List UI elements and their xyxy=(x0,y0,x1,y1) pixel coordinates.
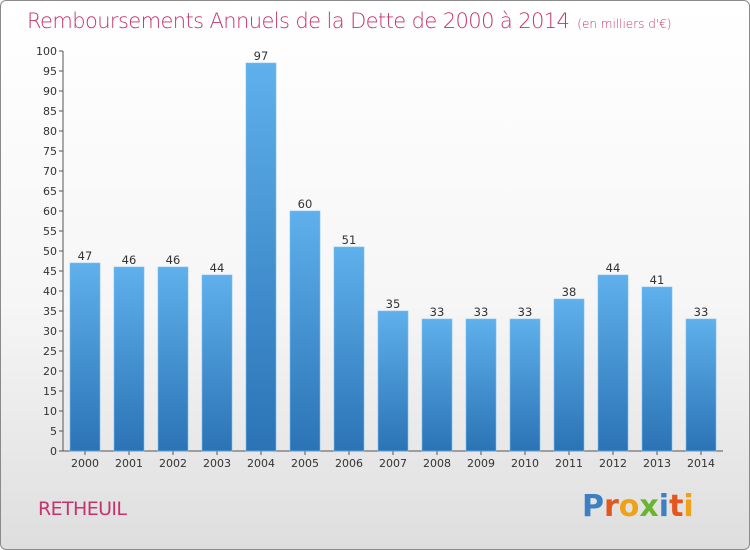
chart-subtitle: (en milliers d'€) xyxy=(577,17,672,31)
y-tick-label: 60 xyxy=(43,205,57,218)
x-tick-label-2010: 2010 xyxy=(511,457,539,470)
logo-letter: r xyxy=(604,489,619,524)
y-tick-label: 75 xyxy=(43,145,57,158)
data-label-2009: 33 xyxy=(474,305,489,319)
chart-axes: 0 5 10 15 20 25 30 35 40 45 50 55 60 65 70 75 80 85 90 95 10… xyxy=(36,45,723,470)
proxiti-logo: Proxiti xyxy=(582,489,694,524)
y-tick-label: 35 xyxy=(43,305,57,318)
x-tick-label-2012: 2012 xyxy=(599,457,627,470)
data-label-2010: 33 xyxy=(518,305,533,319)
y-tick-label: 55 xyxy=(43,225,57,238)
bar-2014 xyxy=(685,318,717,452)
x-tick-label-2005: 2005 xyxy=(291,457,319,470)
y-tick-label: 70 xyxy=(43,165,57,178)
bar-2011 xyxy=(553,298,585,452)
chart-bars xyxy=(69,62,717,452)
x-tick-label-2007: 2007 xyxy=(379,457,407,470)
data-label-2013: 41 xyxy=(650,273,665,287)
logo-letter: P xyxy=(582,489,604,524)
data-label-2014: 33 xyxy=(694,305,709,319)
y-tick-label: 50 xyxy=(43,245,57,258)
data-label-2000: 47 xyxy=(78,249,93,263)
data-label-2007: 35 xyxy=(386,297,401,311)
y-tick-label: 85 xyxy=(43,105,57,118)
y-tick-label: 15 xyxy=(43,385,57,398)
x-tick-label-2006: 2006 xyxy=(335,457,363,470)
bar-2002 xyxy=(157,266,189,452)
bar-2004 xyxy=(245,62,277,452)
data-label-2011: 38 xyxy=(562,285,577,299)
chart-data-labels: 47 46 46 44 97 60 51 35 33 33 33 38 44 41 33 xyxy=(78,49,709,319)
logo-letter: t xyxy=(669,489,684,524)
bar-2007 xyxy=(377,310,409,452)
y-tick-label: 100 xyxy=(36,45,57,58)
logo-letter: o xyxy=(618,489,640,524)
y-tick-label: 30 xyxy=(43,325,57,338)
x-tick-label-2013: 2013 xyxy=(643,457,671,470)
y-tick-label: 95 xyxy=(43,65,57,78)
logo-letter: i xyxy=(683,489,694,524)
y-tick-label: 90 xyxy=(43,85,57,98)
x-tick-label-2001: 2001 xyxy=(115,457,143,470)
bar-2000 xyxy=(69,262,101,452)
x-tick-label-2008: 2008 xyxy=(423,457,451,470)
city-name: RETHEUIL xyxy=(38,498,127,520)
chart-title: Remboursements Annuels de la Dette de 20… xyxy=(27,9,671,33)
data-label-2001: 46 xyxy=(122,253,137,267)
bar-2003 xyxy=(201,274,233,452)
data-label-2012: 44 xyxy=(606,261,621,275)
y-tick-label: 20 xyxy=(43,365,57,378)
logo-letter: i xyxy=(658,489,670,524)
y-tick-label: 25 xyxy=(43,345,57,358)
data-label-2006: 51 xyxy=(342,233,357,247)
logo-letter: x xyxy=(639,489,659,524)
data-label-2004: 97 xyxy=(254,49,269,63)
data-label-2003: 44 xyxy=(210,261,225,275)
bar-2008 xyxy=(421,318,453,452)
bar-2012 xyxy=(597,274,629,452)
x-tick-label-2014: 2014 xyxy=(687,457,715,470)
y-tick-label: 80 xyxy=(43,125,57,138)
data-label-2005: 60 xyxy=(298,197,313,211)
x-tick-label-2009: 2009 xyxy=(467,457,495,470)
bar-2009 xyxy=(465,318,497,452)
bar-2006 xyxy=(333,246,365,452)
y-tick-label: 40 xyxy=(43,285,57,298)
y-tick-label: 5 xyxy=(50,425,57,438)
y-tick-label: 65 xyxy=(43,185,57,198)
y-tick-label: 10 xyxy=(43,405,57,418)
x-tick-label-2004: 2004 xyxy=(247,457,275,470)
chart-title-text: Remboursements Annuels de la Dette de 20… xyxy=(27,9,570,33)
data-label-2008: 33 xyxy=(430,305,445,319)
bar-2013 xyxy=(641,286,673,452)
bar-2001 xyxy=(113,266,145,452)
x-tick-label-2003: 2003 xyxy=(203,457,231,470)
y-tick-label: 0 xyxy=(50,445,57,458)
bar-2010 xyxy=(509,318,541,452)
x-tick-label-2011: 2011 xyxy=(555,457,583,470)
y-tick-label: 45 xyxy=(43,265,57,278)
x-tick-label-2000: 2000 xyxy=(71,457,99,470)
x-tick-label-2002: 2002 xyxy=(159,457,187,470)
bar-2005 xyxy=(289,210,321,452)
data-label-2002: 46 xyxy=(166,253,181,267)
